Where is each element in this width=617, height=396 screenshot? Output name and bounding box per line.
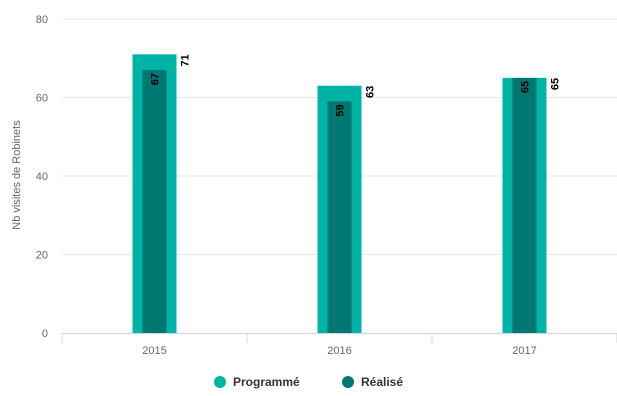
x-tick-label-2015: 2015 (142, 345, 166, 357)
data-label-realise-2015: 67 (150, 73, 162, 85)
axes: 0 20 40 60 80 2015 2016 2017 (36, 14, 617, 357)
x-tick-label-2017: 2017 (512, 345, 536, 357)
legend-marker-icon (342, 376, 354, 388)
legend-label: Réalisé (361, 375, 403, 389)
bar-realise-2016[interactable] (327, 101, 352, 333)
data-labels: 71 63 65 67 59 65 (150, 54, 562, 116)
y-tick-label: 20 (36, 250, 48, 262)
data-label-realise-2017: 65 (520, 81, 532, 93)
y-tick-label: 60 (36, 93, 48, 105)
y-tick-label: 80 (36, 14, 48, 26)
bar-realise-2015[interactable] (142, 70, 167, 334)
bars (132, 54, 547, 334)
y-axis-title: Nb visites de Robinets (11, 120, 23, 230)
data-label-realise-2016: 59 (335, 104, 347, 116)
data-label-programme-2016: 63 (365, 86, 377, 98)
legend-marker-icon (214, 376, 226, 388)
legend-item-realise[interactable]: Réalisé (342, 375, 403, 389)
y-tick-label: 40 (36, 171, 48, 183)
bar-realise-2017[interactable] (512, 77, 537, 333)
data-label-programme-2017: 65 (550, 78, 562, 90)
x-tick-label-2016: 2016 (327, 345, 351, 357)
legend: Programmé Réalisé (214, 375, 403, 389)
data-label-programme-2015: 71 (180, 54, 192, 66)
legend-label: Programmé (233, 375, 300, 389)
y-tick-label: 0 (42, 328, 48, 340)
legend-item-programme[interactable]: Programmé (214, 375, 300, 389)
